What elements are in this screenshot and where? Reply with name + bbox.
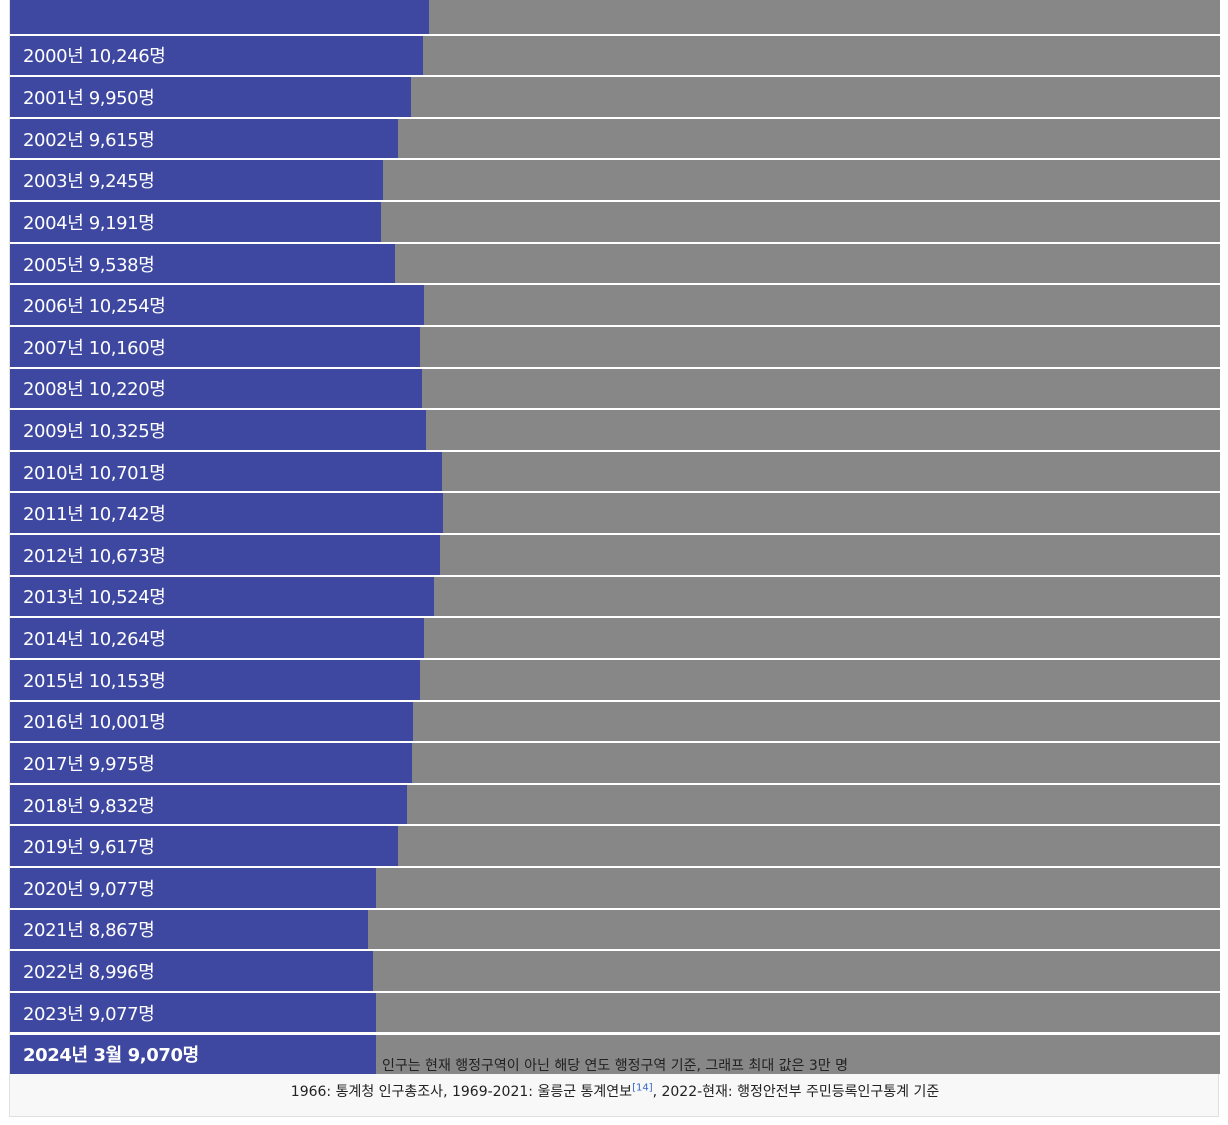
bars-area: 2000년 10,246명 2001년 9,950명 2002년 9,615명 200… xyxy=(10,0,1220,1075)
chart-row: 2001년 9,950명 xyxy=(10,77,1220,117)
chart-row: 2016년 10,001명 xyxy=(10,701,1220,742)
bar-data-label: 2012년 10,673명 xyxy=(23,545,166,567)
chart-row: 2015년 10,153명 xyxy=(10,659,1220,700)
population-bar xyxy=(10,35,424,76)
caption-line-2: 1966: 통계청 인구총조사, 1969-2021: 울릉군 통계연보[14]… xyxy=(10,1079,1220,1105)
population-bar xyxy=(10,701,414,742)
bar-data-label: 2013년 10,524명 xyxy=(23,587,166,609)
chart-caption: 인구는 현재 행정구역이 아닌 해당 연도 행정구역 기준, 그래프 최대 값은… xyxy=(10,1053,1220,1105)
bar-data-label: 2019년 9,617명 xyxy=(23,837,155,859)
chart-row: 2020년 9,077명 xyxy=(10,868,1220,908)
population-bar xyxy=(10,659,420,700)
chart-row: 2003년 9,245명 xyxy=(10,160,1220,201)
bar-data-label: 2002년 9,615명 xyxy=(23,129,155,151)
reference-link[interactable]: [14] xyxy=(632,1082,653,1094)
population-bar xyxy=(10,743,413,783)
population-bar xyxy=(10,868,377,908)
population-bar xyxy=(10,951,373,991)
population-bar xyxy=(10,118,398,159)
population-bar xyxy=(10,909,368,950)
chart-row: 2017년 9,975명 xyxy=(10,743,1220,783)
bar-data-label: 2022년 8,996명 xyxy=(23,962,155,984)
chart-row: 2008년 10,220명 xyxy=(10,368,1220,409)
chart-row: 2012년 10,673명 xyxy=(10,535,1220,575)
bar-data-label: 2014년 10,264명 xyxy=(23,629,166,651)
chart-row: 2000년 10,246명 xyxy=(10,35,1220,76)
bar-data-label: 2001년 9,950명 xyxy=(23,88,155,110)
bar-data-label: 2018년 9,832명 xyxy=(23,795,155,817)
population-bar xyxy=(10,992,377,1033)
bar-data-label: 2003년 9,245명 xyxy=(23,171,155,193)
population-bar xyxy=(10,0,430,34)
bar-data-label: 2006년 10,254명 xyxy=(23,296,166,318)
chart-row: 2011년 10,742명 xyxy=(10,493,1220,534)
chart-row: 2009년 10,325명 xyxy=(10,410,1220,450)
bar-data-label: 2021년 8,867명 xyxy=(23,920,155,942)
bar-data-label: 2007년 10,160명 xyxy=(23,337,166,359)
population-bar xyxy=(10,160,383,201)
bar-data-label: 2015년 10,153명 xyxy=(23,670,166,692)
population-bar xyxy=(10,535,441,575)
bar-data-label: 2000년 10,246명 xyxy=(23,46,166,68)
chart-row: 2002년 9,615명 xyxy=(10,118,1220,159)
population-bar xyxy=(10,618,424,658)
chart-row xyxy=(10,0,1220,34)
bar-data-label: 2023년 9,077명 xyxy=(23,1003,155,1025)
population-bar xyxy=(10,1034,376,1075)
bar-data-label: 2008년 10,220명 xyxy=(23,379,166,401)
chart-row: 2019년 9,617명 xyxy=(10,826,1220,866)
population-bar xyxy=(10,326,420,367)
chart-row: 2007년 10,160명 xyxy=(10,326,1220,367)
chart-row: 2004년 9,191명 xyxy=(10,202,1220,242)
caption-line-1: 인구는 현재 행정구역이 아닌 해당 연도 행정구역 기준, 그래프 최대 값은… xyxy=(381,1058,849,1074)
chart-row: 2014년 10,264명 xyxy=(10,618,1220,658)
chart-row: 2022년 8,996명 xyxy=(10,951,1220,991)
bar-data-label: 2020년 9,077명 xyxy=(23,878,155,900)
population-bar xyxy=(10,285,424,325)
chart-row: 2024년 3월 9,070명 xyxy=(10,1034,1220,1075)
chart-row: 2013년 10,524명 xyxy=(10,576,1220,617)
bar-data-label: 2017년 9,975명 xyxy=(23,753,155,775)
chart-row: 2005년 9,538명 xyxy=(10,243,1220,284)
population-bar xyxy=(10,451,442,492)
population-bar xyxy=(10,243,395,284)
chart-row: 2023년 9,077명 xyxy=(10,992,1220,1033)
bar-data-label: 2011년 10,742명 xyxy=(23,504,166,526)
caption-source-text: 1966: 통계청 인구총조사, 1969-2021: 울릉군 통계연보 xyxy=(290,1084,633,1100)
bar-data-label: 2009년 10,325명 xyxy=(23,420,166,442)
chart-row: 2018년 9,832명 xyxy=(10,784,1220,825)
bar-data-label: 2024년 3월 9,070명 xyxy=(23,1045,199,1067)
bar-data-label: 2010년 10,701명 xyxy=(23,462,166,484)
caption-source-text-2: , 2022-현재: 행정안전부 주민등록인구통계 기준 xyxy=(652,1084,940,1100)
population-bar xyxy=(10,493,444,534)
population-bar xyxy=(10,368,423,409)
chart-row: 2021년 8,867명 xyxy=(10,909,1220,950)
bar-data-label: 2005년 9,538명 xyxy=(23,254,155,276)
population-bar xyxy=(10,576,435,617)
population-bar xyxy=(10,410,427,450)
population-bar xyxy=(10,826,398,866)
population-bar-chart: 2000년 10,246명 2001년 9,950명 2002년 9,615명 200… xyxy=(9,0,1220,1117)
bar-data-label: 2016년 10,001명 xyxy=(23,712,166,734)
bar-data-label: 2004년 9,191명 xyxy=(23,212,155,234)
population-bar xyxy=(10,784,407,825)
chart-row: 2006년 10,254명 xyxy=(10,285,1220,325)
population-bar xyxy=(10,77,412,117)
chart-row: 2010년 10,701명 xyxy=(10,451,1220,492)
population-bar xyxy=(10,202,381,242)
